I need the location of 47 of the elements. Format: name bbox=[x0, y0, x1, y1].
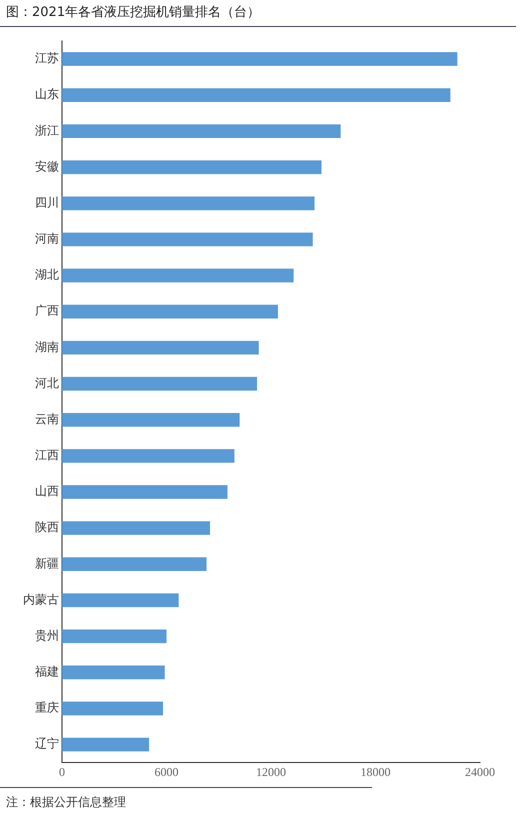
bar bbox=[62, 702, 164, 716]
bar bbox=[62, 304, 278, 318]
y-tick-label: 安徽 bbox=[35, 159, 59, 174]
y-tick-label: 辽宁 bbox=[35, 736, 59, 751]
y-tick-label: 广西 bbox=[35, 304, 59, 318]
bar bbox=[62, 124, 341, 138]
bar bbox=[62, 629, 166, 644]
y-tick-label: 山东 bbox=[35, 87, 59, 102]
text: 注：根据公开信息整理 bbox=[0, 787, 372, 817]
y-tick-label: 陕西 bbox=[35, 520, 59, 534]
bar bbox=[62, 485, 228, 499]
y-tick-label: 山西 bbox=[35, 484, 59, 498]
y-tick-label: 江苏 bbox=[35, 51, 59, 66]
y-tick-label: 贵州 bbox=[35, 628, 59, 642]
bar bbox=[62, 521, 210, 535]
bar bbox=[62, 412, 240, 427]
bar bbox=[62, 376, 258, 391]
y-tick-label: 重庆 bbox=[35, 700, 59, 715]
chart-title: 图：2021年各省液压挖掘机销量排名（台） bbox=[0, 0, 516, 27]
x-tick-label: 24000 bbox=[465, 764, 495, 779]
bar bbox=[62, 160, 322, 174]
y-tick-label: 新疆 bbox=[35, 556, 59, 570]
x-tick-label: 12000 bbox=[256, 764, 286, 779]
bar bbox=[62, 738, 150, 752]
x-tick-label: 6000 bbox=[154, 764, 178, 779]
y-tick-label: 云南 bbox=[35, 412, 59, 426]
y-tick-label: 河南 bbox=[35, 232, 59, 246]
bar bbox=[62, 593, 179, 608]
bar bbox=[62, 666, 165, 680]
bar bbox=[62, 52, 458, 66]
y-tick-label: 湖南 bbox=[35, 340, 59, 354]
bar bbox=[62, 196, 315, 210]
bar bbox=[62, 340, 259, 355]
x-tick-label: 18000 bbox=[360, 764, 390, 779]
bar bbox=[62, 232, 313, 246]
bar bbox=[62, 449, 234, 463]
x-tick-label: 0 bbox=[59, 764, 65, 779]
y-tick-label: 浙江 bbox=[35, 123, 59, 138]
y-tick-label: 江西 bbox=[35, 448, 59, 462]
y-tick-label: 内蒙古 bbox=[23, 592, 59, 606]
bar bbox=[62, 268, 294, 282]
bar bbox=[62, 88, 450, 102]
y-tick-label: 福建 bbox=[35, 664, 59, 679]
y-tick-label: 湖北 bbox=[35, 268, 59, 282]
bar bbox=[62, 557, 207, 572]
y-tick-label: 四川 bbox=[35, 195, 59, 210]
y-tick-label: 河北 bbox=[35, 376, 59, 390]
